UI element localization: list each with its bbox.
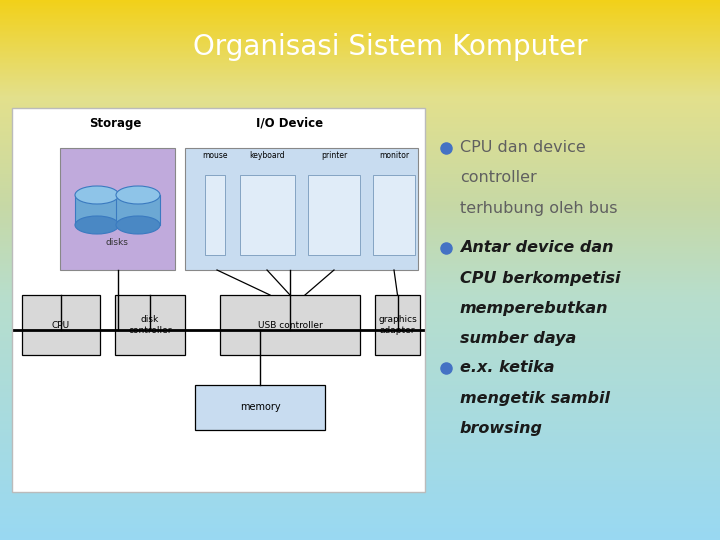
- Text: disks: disks: [106, 238, 128, 247]
- Text: Storage: Storage: [89, 117, 141, 130]
- Bar: [373, 175, 415, 255]
- Text: disk
controller: disk controller: [128, 315, 172, 335]
- Bar: [205, 175, 225, 255]
- Ellipse shape: [75, 186, 119, 204]
- Bar: [240, 175, 295, 255]
- Bar: [60, 148, 175, 270]
- Text: printer: printer: [321, 151, 347, 160]
- Text: CPU berkompetisi: CPU berkompetisi: [460, 271, 621, 286]
- Text: Organisasi Sistem Komputer: Organisasi Sistem Komputer: [193, 33, 588, 61]
- Bar: [22, 295, 100, 355]
- Bar: [115, 295, 185, 355]
- Text: mouse: mouse: [202, 151, 228, 160]
- Text: memory: memory: [240, 402, 280, 413]
- Bar: [375, 295, 420, 355]
- Bar: [220, 295, 360, 355]
- Text: Antar device dan: Antar device dan: [460, 240, 613, 255]
- Bar: [75, 195, 119, 225]
- Text: browsing: browsing: [460, 421, 543, 435]
- Text: terhubung oleh bus: terhubung oleh bus: [460, 200, 618, 215]
- Text: sumber daya: sumber daya: [460, 330, 576, 346]
- Text: controller: controller: [460, 171, 536, 186]
- Ellipse shape: [75, 216, 119, 234]
- Bar: [308, 175, 360, 255]
- Ellipse shape: [116, 216, 160, 234]
- Bar: [116, 195, 160, 225]
- Text: CPU dan device: CPU dan device: [460, 140, 586, 156]
- Text: keyboard: keyboard: [250, 151, 285, 160]
- Ellipse shape: [116, 186, 160, 204]
- Text: USB controller: USB controller: [258, 321, 323, 329]
- Text: CPU: CPU: [52, 321, 70, 329]
- Text: I/O Device: I/O Device: [256, 117, 323, 130]
- Text: graphics
adapter: graphics adapter: [378, 315, 417, 335]
- Bar: [185, 148, 418, 270]
- Text: memperebutkan: memperebutkan: [460, 300, 608, 315]
- Bar: [195, 385, 325, 430]
- Bar: [12, 108, 425, 492]
- Text: e.x. ketika: e.x. ketika: [460, 361, 554, 375]
- Text: monitor: monitor: [379, 151, 409, 160]
- Text: mengetik sambil: mengetik sambil: [460, 390, 610, 406]
